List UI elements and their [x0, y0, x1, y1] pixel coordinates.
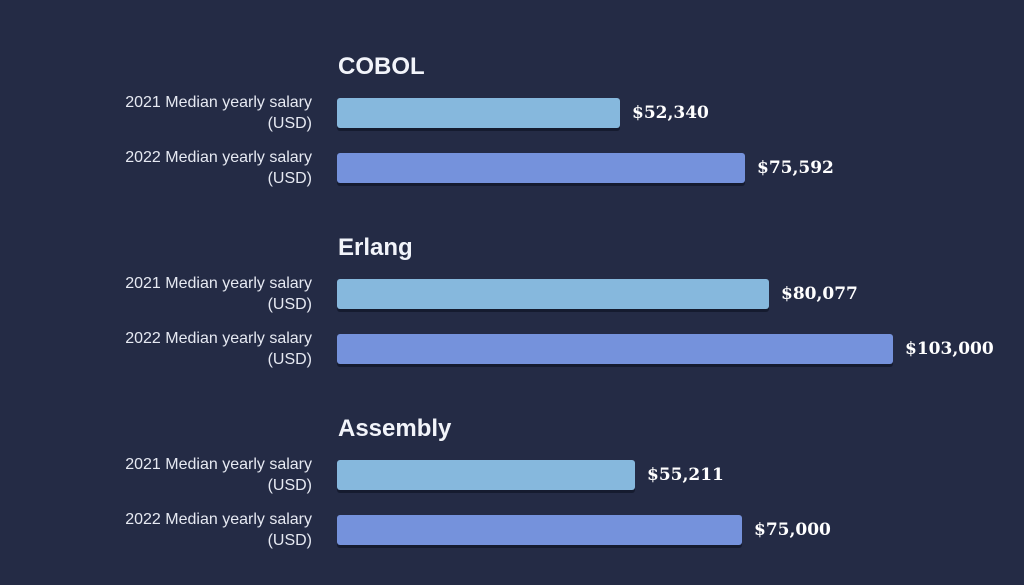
bar-assembly-2021 [337, 460, 635, 490]
value-label: $103,000 [905, 339, 994, 359]
row-label-line2: (USD) [267, 296, 312, 313]
row-label-line2: (USD) [267, 170, 312, 187]
value-label: $55,211 [647, 465, 724, 485]
group-title-erlang: Erlang [338, 234, 413, 261]
group-title-assembly: Assembly [338, 415, 452, 442]
row-label-line1: 2022 Median yearly salary [125, 330, 312, 347]
row-label: 2022 Median yearly salary (USD) [52, 509, 312, 551]
row-label: 2022 Median yearly salary (USD) [52, 147, 312, 189]
row-label: 2021 Median yearly salary (USD) [52, 454, 312, 496]
value-label: $75,000 [754, 520, 831, 540]
row-label-line1: 2021 Median yearly salary [125, 456, 312, 473]
row-label-line1: 2021 Median yearly salary [125, 94, 312, 111]
row-label-line2: (USD) [267, 532, 312, 549]
row-label-line2: (USD) [267, 115, 312, 132]
row-label: 2021 Median yearly salary (USD) [52, 273, 312, 315]
bar-assembly-2022 [337, 515, 742, 545]
row-label: 2021 Median yearly salary (USD) [52, 92, 312, 134]
bar-erlang-2021 [337, 279, 769, 309]
row-label-line1: 2021 Median yearly salary [125, 275, 312, 292]
row-label-line1: 2022 Median yearly salary [125, 511, 312, 528]
bar-cobol-2022 [337, 153, 745, 183]
bar-erlang-2022 [337, 334, 893, 364]
value-label: $80,077 [781, 284, 858, 304]
bar-cobol-2021 [337, 98, 620, 128]
group-title-cobol: COBOL [338, 53, 425, 80]
value-label: $52,340 [632, 103, 709, 123]
row-label-line1: 2022 Median yearly salary [125, 149, 312, 166]
row-label-line2: (USD) [267, 351, 312, 368]
value-label: $75,592 [757, 158, 834, 178]
row-label-line2: (USD) [267, 477, 312, 494]
row-label: 2022 Median yearly salary (USD) [52, 328, 312, 370]
